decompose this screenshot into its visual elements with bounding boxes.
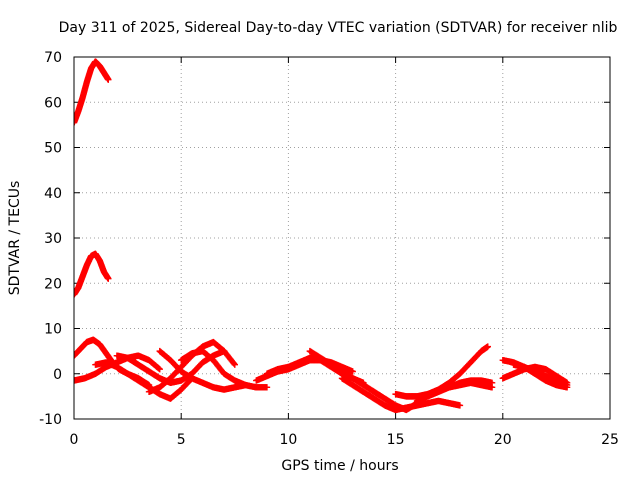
y-tick-label: -10 — [39, 412, 62, 428]
series-arc-q — [510, 361, 571, 391]
series-arc-c — [92, 359, 196, 402]
series-arc-k — [338, 375, 464, 414]
x-axis-label: GPS time / hours — [281, 458, 398, 474]
data-point — [231, 361, 238, 368]
data-point — [456, 402, 464, 409]
series-arc-n — [446, 379, 496, 391]
data-point — [563, 384, 571, 391]
data-point — [156, 366, 163, 373]
y-tick-label: 0 — [53, 367, 62, 383]
data-point — [74, 119, 78, 126]
series-arc-g — [178, 347, 271, 391]
data-point — [263, 384, 271, 391]
x-tick-label: 0 — [70, 432, 79, 448]
x-tick-label: 15 — [387, 432, 405, 448]
y-tick-label: 70 — [44, 50, 62, 66]
data-point — [349, 368, 356, 375]
x-tick-label: 25 — [601, 432, 619, 448]
y-tick-label: 40 — [44, 186, 62, 202]
y-tick-label: 20 — [44, 276, 62, 292]
y-tick-labels: -10 0 10 20 30 40 50 60 70 — [39, 50, 62, 428]
y-tick-label: 60 — [44, 95, 62, 111]
y-axis-label: SDTVAR / TECUs — [7, 181, 23, 296]
x-tick-label: 5 — [177, 432, 186, 448]
grid-layer — [74, 57, 610, 419]
x-tick-label: 10 — [279, 432, 297, 448]
x-tick-labels: 0 5 10 15 20 25 — [70, 432, 619, 448]
data-point — [105, 76, 112, 83]
chart-title: Day 311 of 2025, Sidereal Day-to-day VTE… — [59, 20, 618, 36]
x-tick-label: 20 — [494, 432, 512, 448]
y-tick-label: 50 — [44, 141, 62, 157]
data-point — [105, 275, 112, 282]
data-point — [488, 384, 496, 391]
data-point — [230, 360, 238, 367]
plot-frame — [73, 56, 611, 420]
y-tick-label: 10 — [44, 322, 62, 338]
y-tick-label: 30 — [44, 231, 62, 247]
data-point — [484, 343, 491, 350]
series-arc-high — [74, 58, 112, 126]
